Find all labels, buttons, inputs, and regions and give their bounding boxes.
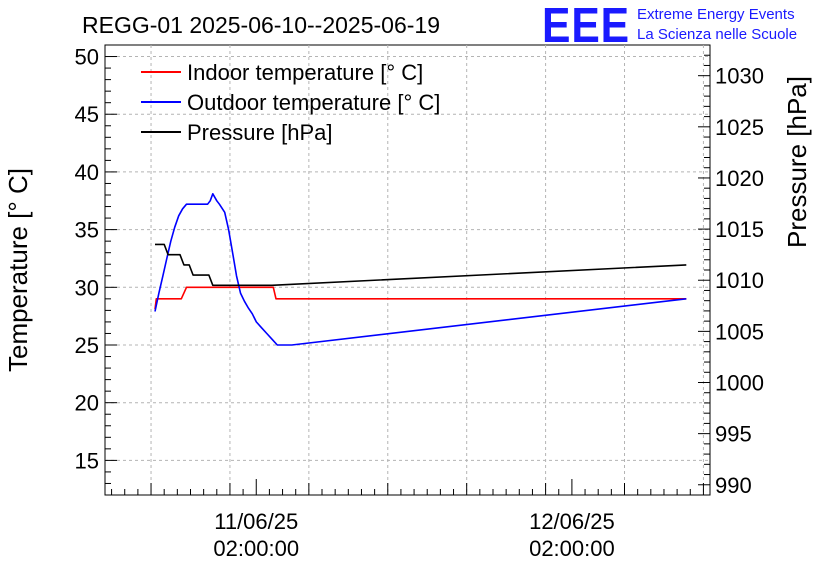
eee-logo-text: EEE — [542, 0, 630, 53]
y-left-tick-label: 45 — [75, 102, 99, 127]
x-tick-label-date: 11/06/25 — [214, 509, 298, 534]
y-left-tick-label: 35 — [75, 218, 99, 243]
eee-logo-line2: La Scienza nelle Scuole — [637, 26, 797, 43]
series-outdoor-temperature — [154, 193, 687, 346]
y-right-tick-label: 1025 — [715, 115, 764, 140]
y-left-tick-label: 15 — [75, 448, 99, 473]
chart-title: REGG-01 2025-06-10--2025-06-19 — [82, 12, 440, 38]
x-tick-label-time: 02:00:00 — [529, 536, 615, 561]
y-left-tick-label: 25 — [75, 333, 99, 358]
y-left-axis-title: Temperature [° C] — [3, 168, 33, 372]
y-right-tick-label: 1020 — [715, 166, 764, 191]
series — [154, 193, 687, 346]
legend: Indoor temperature [° C] Outdoor tempera… — [141, 60, 440, 145]
eee-logo: EEE Extreme Energy Events La Scienza nel… — [542, 0, 797, 53]
y-right-axis-title: Pressure [hPa] — [782, 76, 812, 248]
grid — [105, 45, 710, 495]
legend-label-indoor: Indoor temperature [° C] — [187, 60, 423, 85]
y-left-tick-label: 50 — [75, 45, 99, 70]
y-right-tick-label: 1005 — [715, 319, 764, 344]
eee-logo-line1: Extreme Energy Events — [637, 6, 795, 23]
y-left-tick-label: 20 — [75, 391, 99, 416]
x-tick-label-time: 02:00:00 — [213, 536, 299, 561]
y-right-tick-label: 1030 — [715, 64, 764, 89]
y-right-tick-label: 1010 — [715, 268, 764, 293]
legend-label-outdoor: Outdoor temperature [° C] — [187, 90, 440, 115]
legend-label-pressure: Pressure [hPa] — [187, 120, 333, 145]
y-right-tick-label: 1015 — [715, 217, 764, 242]
series-indoor-temperature — [154, 286, 687, 310]
y-right-tick-label: 990 — [715, 473, 752, 498]
y-left-tick-label: 40 — [75, 160, 99, 185]
series-pressure — [155, 243, 687, 287]
y-left-tick-label: 30 — [75, 275, 99, 300]
y-right-tick-label: 995 — [715, 422, 752, 447]
y-right-tick-label: 1000 — [715, 371, 764, 396]
axes: 15 20 25 30 35 40 45 50 990 995 1000 1005 1010 1015 10… — [75, 44, 764, 561]
x-tick-label-date: 12/06/25 — [529, 509, 615, 534]
